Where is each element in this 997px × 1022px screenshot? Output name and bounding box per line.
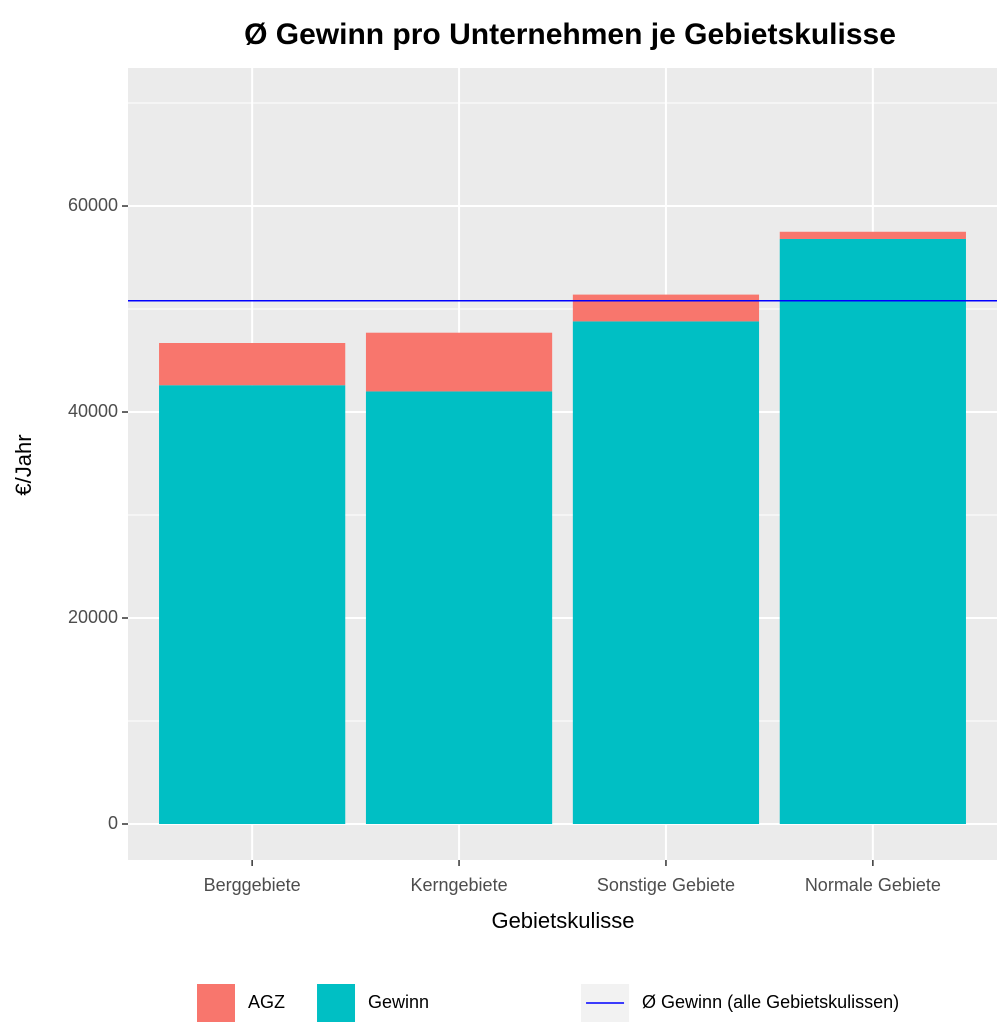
legend-key bbox=[197, 984, 235, 1022]
bar-segment bbox=[572, 294, 760, 322]
legend-label: Gewinn bbox=[368, 992, 429, 1012]
bar-segment bbox=[365, 332, 553, 392]
y-axis-title: €/Jahr bbox=[11, 434, 36, 495]
x-tick-label: Sonstige Gebiete bbox=[597, 875, 735, 895]
chart-title: Ø Gewinn pro Unternehmen je Gebietskulis… bbox=[244, 18, 896, 51]
x-tick-label: Kerngebiete bbox=[411, 875, 508, 895]
y-tick-label: 60000 bbox=[68, 195, 118, 215]
bar-segment bbox=[779, 238, 966, 825]
bar-segment bbox=[159, 385, 346, 825]
bar-segment bbox=[159, 343, 346, 386]
x-tick-label: Normale Gebiete bbox=[805, 875, 941, 895]
y-tick-label: 40000 bbox=[68, 401, 118, 421]
legend-label: AGZ bbox=[248, 992, 285, 1012]
legend-key bbox=[317, 984, 356, 1022]
bar-segment bbox=[779, 231, 966, 239]
legend-label: Ø Gewinn (alle Gebietskulissen) bbox=[642, 992, 899, 1012]
bar-segment bbox=[365, 391, 553, 825]
x-tick-label: Berggebiete bbox=[204, 875, 301, 895]
bar-segment bbox=[572, 321, 760, 825]
y-tick-label: 20000 bbox=[68, 607, 118, 627]
x-axis-title: Gebietskulisse bbox=[491, 908, 634, 933]
y-tick-label: 0 bbox=[108, 813, 118, 833]
